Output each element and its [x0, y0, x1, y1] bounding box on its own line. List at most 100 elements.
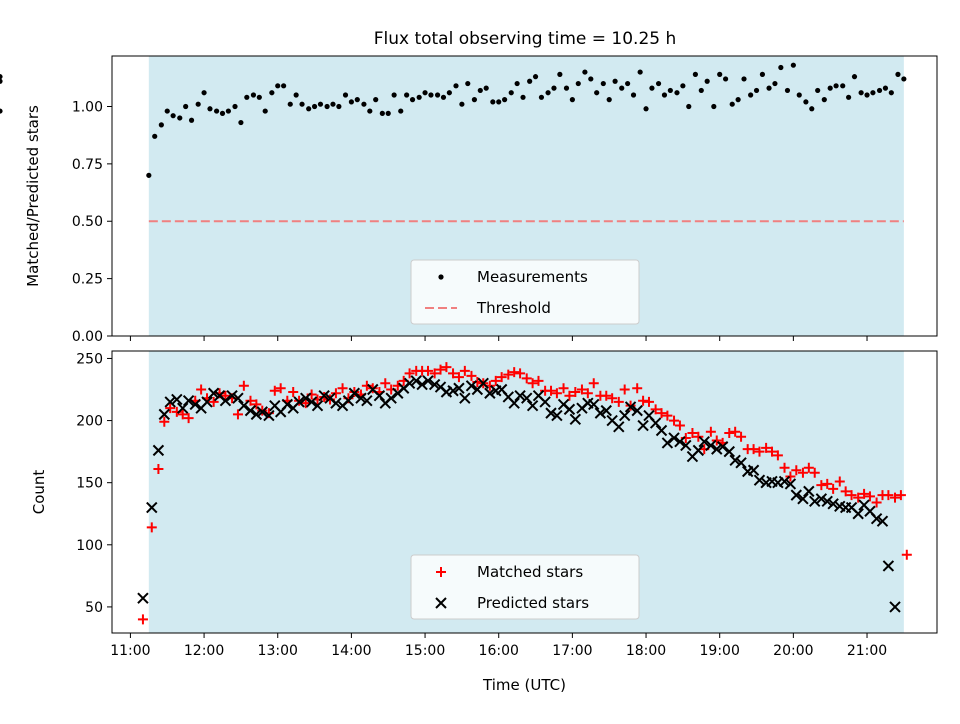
predicted-star-point: [201, 396, 213, 408]
measurement-point: [342, 92, 349, 98]
predicted-star-point: [508, 397, 520, 409]
predicted-star-point: [809, 495, 821, 508]
y-tick-label: 250: [76, 351, 103, 367]
matched-star-point: [429, 368, 440, 379]
measurement-point: [840, 83, 846, 89]
predicted-star-point: [852, 508, 864, 520]
measurement-point: [398, 108, 404, 114]
measurement-point: [0, 74, 3, 80]
predicted-star-point: [889, 601, 901, 613]
matched-star-point: [251, 399, 262, 410]
measurement-point: [790, 62, 796, 68]
measurement-point: [422, 90, 428, 96]
measurement-point: [170, 113, 176, 119]
predicted-star-point: [784, 478, 797, 490]
matched-star-point: [711, 435, 722, 446]
matched-star-point: [724, 427, 735, 438]
measurement-point: [213, 108, 220, 114]
predicted-star-point: [477, 377, 489, 390]
matched-star-point: [527, 378, 538, 389]
measurement-point: [686, 103, 692, 110]
legend-label: Measurements: [477, 268, 588, 286]
measurement-point: [306, 106, 312, 112]
measurement-point: [496, 99, 502, 105]
x-axis-label: Time (UTC): [482, 676, 566, 694]
measurement-point: [527, 78, 533, 84]
measurement-point: [557, 71, 563, 77]
predicted-star-point: [281, 398, 294, 411]
measurement-point: [717, 71, 723, 77]
measurement-point: [815, 87, 821, 94]
predicted-star-point: [521, 392, 533, 404]
measurement-point: [649, 85, 655, 91]
predicted-star-point: [355, 392, 367, 404]
matched-star-point: [137, 614, 148, 625]
measurement-point: [772, 80, 778, 87]
predicted-star-point: [164, 396, 176, 408]
measurement-point: [796, 92, 802, 98]
predicted-star-point: [821, 495, 833, 508]
matched-star-point: [337, 383, 348, 394]
measurement-point: [851, 74, 858, 80]
measurement-point: [262, 108, 268, 114]
measurement-point: [748, 92, 754, 98]
x-tick-label: 19:00: [700, 643, 740, 659]
measurement-point: [385, 110, 391, 116]
matched-star-point: [791, 465, 802, 476]
measurement-point: [778, 64, 784, 71]
matched-star-point: [834, 476, 845, 487]
predicted-star-point: [753, 474, 766, 486]
measurement-point: [453, 83, 459, 89]
predicted-star-point: [152, 444, 165, 457]
measurement-point: [833, 83, 839, 89]
measurement-point: [477, 87, 483, 94]
matched-star-point: [521, 373, 532, 384]
measurement-point: [551, 85, 557, 91]
measurement-point: [895, 71, 901, 77]
predicted-star-point: [226, 390, 238, 402]
y-tick-label: 1.00: [72, 99, 103, 115]
measurement-point: [225, 108, 231, 114]
legend-marker-predicted: [435, 597, 447, 609]
predicted-star-point: [692, 444, 705, 457]
predicted-star-point: [661, 437, 674, 449]
measurement-point: [735, 97, 741, 103]
matched-star-point: [901, 549, 912, 560]
legend-box: [410, 554, 640, 620]
predicted-star-point: [698, 435, 710, 448]
predicted-star-point: [514, 390, 526, 402]
measurement-point: [232, 103, 238, 110]
measurement-point: [404, 92, 410, 98]
measurement-point: [821, 97, 827, 103]
measurement-point: [741, 76, 747, 82]
axes-frame: [111, 55, 938, 337]
legend: Measurements Threshold: [410, 259, 640, 325]
matched-star-point: [883, 490, 894, 501]
measurement-point: [146, 172, 152, 178]
measurement-point: [391, 92, 397, 98]
measurement-point: [582, 69, 588, 75]
measurement-point: [299, 101, 305, 107]
matched-star-point: [558, 383, 569, 394]
predicted-star-point: [803, 485, 815, 498]
matched-star-point: [797, 467, 808, 478]
x-tick-label: 11:00: [110, 643, 150, 659]
measurement-point: [876, 87, 883, 94]
matched-star-point: [890, 492, 901, 503]
matched-star-point: [245, 395, 256, 406]
y-tick-label: 0.50: [72, 214, 103, 230]
matched-star-point: [748, 444, 759, 455]
matched-star-point: [687, 427, 698, 438]
predicted-star-point: [416, 378, 428, 391]
measurement-point: [882, 85, 889, 91]
measurement-point: [612, 78, 618, 84]
predicted-star-point: [238, 399, 250, 412]
x-tick-label: 15:00: [405, 643, 445, 659]
measurement-point: [269, 90, 275, 96]
matched-star-point: [619, 384, 630, 395]
legend: Matched stars Predicted stars: [410, 554, 640, 620]
y-axis-label: Matched/Predicted stars: [24, 105, 42, 287]
predicted-star-point: [422, 375, 434, 387]
matched-star-point: [448, 368, 459, 379]
measurement-point: [809, 106, 815, 112]
